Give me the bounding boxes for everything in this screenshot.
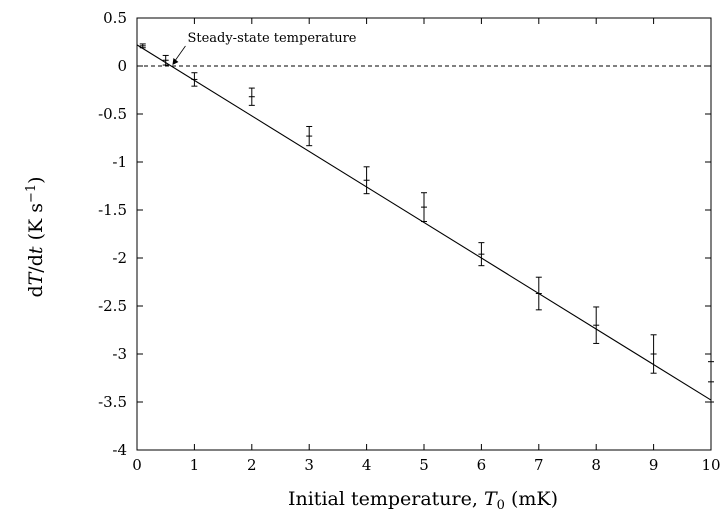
x-tick-label: 4 (362, 456, 372, 474)
x-tick-label: 9 (649, 456, 659, 474)
y-tick-label: -1 (112, 153, 127, 171)
fit-line (136, 44, 712, 401)
y-tick-label: -4 (112, 441, 127, 459)
y-tick-label: -2.5 (98, 297, 127, 315)
y-tick-label: -2 (112, 249, 127, 267)
annotation-arrowhead (172, 58, 179, 65)
y-tick-label: 0 (117, 57, 127, 75)
x-tick-label: 3 (304, 456, 314, 474)
plot-area: 0 1 2 3 4 5 6 7 8 9 10 0.5 0 -0.5 -1 -1.5 -2 -2.5 -3 -3.5 -4… (98, 9, 720, 474)
annotation-label: Steady-state temperature (187, 31, 356, 46)
x-tick-label: 8 (591, 456, 601, 474)
y-tick-label: -1.5 (98, 201, 127, 219)
y-tick-label: 0.5 (103, 9, 127, 27)
y-tick-label: -0.5 (98, 105, 127, 123)
x-tick-label: 5 (419, 456, 429, 474)
y-tick-label: -3 (112, 345, 127, 363)
x-tick-label: 6 (477, 456, 487, 474)
y-tick-label: -3.5 (98, 393, 127, 411)
x-tick-label: 10 (701, 456, 720, 474)
x-tick-label: 1 (190, 456, 200, 474)
plot-frame (136, 17, 712, 451)
x-tick-label: 2 (247, 456, 257, 474)
x-tick-label: 7 (534, 456, 544, 474)
y-axis-title: dT/dt (K s−1) (24, 176, 47, 297)
x-tick-label: 0 (132, 456, 142, 474)
x-axis-title: Initial temperature, T0 (mK) (288, 488, 558, 513)
